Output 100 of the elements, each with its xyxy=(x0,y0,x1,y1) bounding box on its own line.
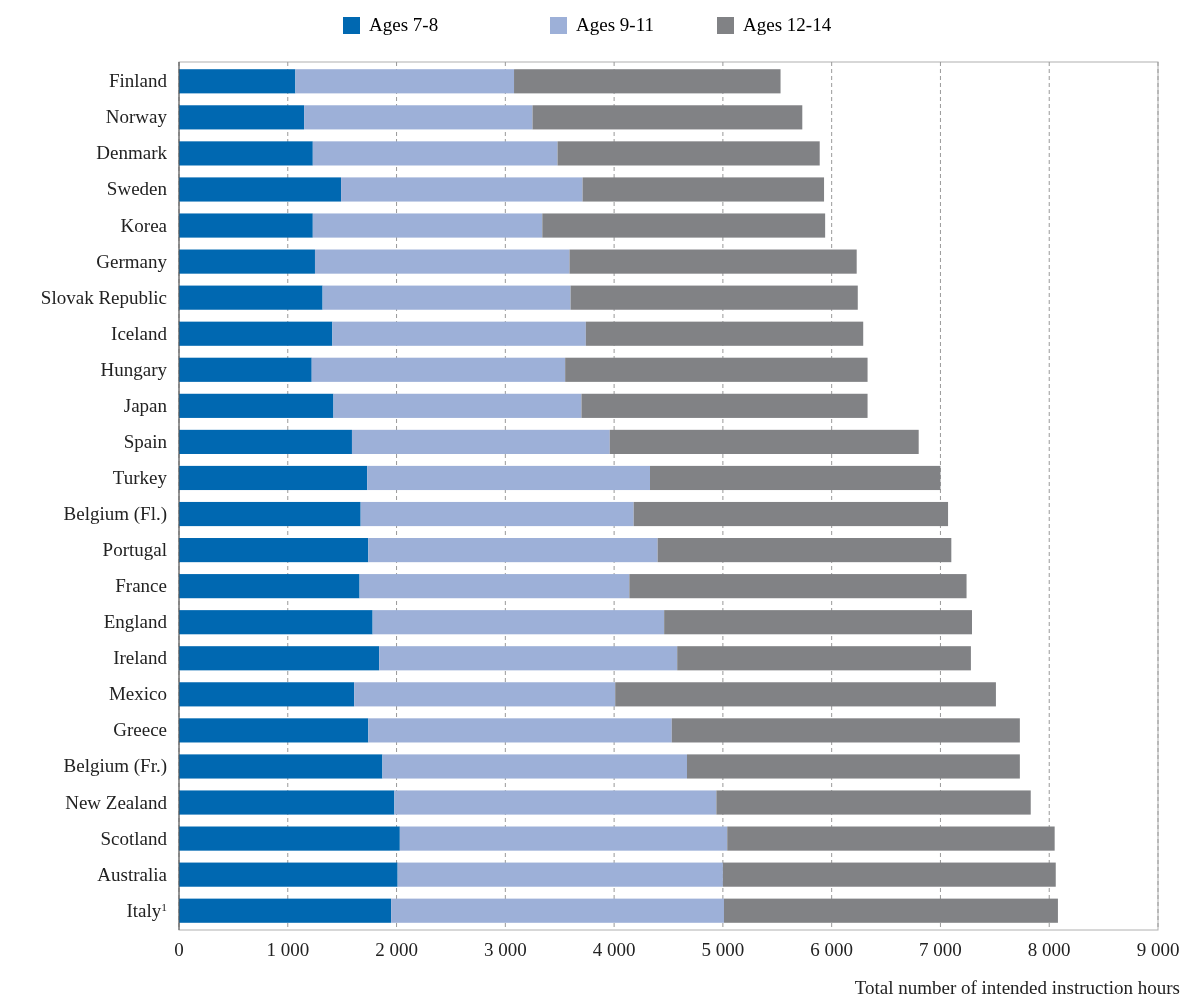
bar xyxy=(179,249,315,274)
bar xyxy=(615,682,996,707)
bar xyxy=(664,610,972,635)
bar xyxy=(359,574,630,599)
x-tick-label: 4 000 xyxy=(592,939,636,960)
y-tick-label: Belgium (Fr.) xyxy=(63,755,167,778)
y-tick-label: France xyxy=(115,575,167,597)
bar xyxy=(532,105,803,130)
bar xyxy=(179,862,398,887)
y-tick-label: England xyxy=(103,611,168,633)
y-tick-label: New Zealand xyxy=(65,791,168,813)
y-tick-label: Germany xyxy=(96,250,168,272)
bar xyxy=(179,610,373,635)
x-tick-label: 8 000 xyxy=(1027,939,1071,960)
bar xyxy=(332,321,586,346)
y-tick-label: Iceland xyxy=(111,322,168,344)
bar xyxy=(514,69,781,94)
bar xyxy=(295,69,515,94)
y-tick-label: Mexico xyxy=(108,683,167,705)
bar xyxy=(179,213,313,238)
x-tick-label: 9 000 xyxy=(1136,939,1180,960)
bar xyxy=(312,213,543,238)
bar xyxy=(581,393,868,418)
bar xyxy=(629,574,967,599)
x-tick-label: 2 000 xyxy=(375,939,418,960)
bar xyxy=(179,141,313,166)
bar xyxy=(179,285,323,310)
bar xyxy=(179,105,305,130)
bar xyxy=(722,862,1056,887)
bar xyxy=(716,790,1031,815)
bar xyxy=(179,790,395,815)
bar xyxy=(179,357,312,382)
bar xyxy=(179,826,400,851)
bar xyxy=(379,646,678,671)
y-tick-label: Italy$^{1}$ xyxy=(126,899,168,921)
bar xyxy=(397,862,723,887)
bar xyxy=(354,682,616,707)
bar xyxy=(399,826,728,851)
bar xyxy=(179,177,342,202)
bar xyxy=(542,213,826,238)
bar xyxy=(609,429,919,454)
bar xyxy=(311,357,566,382)
bar xyxy=(650,465,941,491)
x-tick-label: 1 000 xyxy=(266,939,310,960)
bar xyxy=(391,898,724,923)
y-tick-label: Hungary xyxy=(100,358,168,380)
y-tick-label: Portugal xyxy=(102,539,167,561)
y-tick-label: Spain xyxy=(123,430,168,452)
x-tick-label: 5 000 xyxy=(701,939,745,960)
bar xyxy=(382,754,687,779)
y-tick-label: Turkey xyxy=(112,466,168,488)
y-tick-label: Korea xyxy=(120,214,168,236)
x-tick-label: 3 000 xyxy=(483,939,527,960)
y-tick-label: Greece xyxy=(113,719,167,741)
bar xyxy=(179,501,361,527)
y-tick-label: Scotland xyxy=(100,827,168,849)
legend-label: Ages 9-11 xyxy=(576,14,654,35)
bar xyxy=(333,393,582,418)
bar xyxy=(569,249,857,274)
y-tick-label: Denmark xyxy=(96,142,168,164)
bar xyxy=(179,69,296,94)
legend-label: Ages 12-14 xyxy=(743,14,832,35)
bar xyxy=(179,465,368,491)
bar xyxy=(179,538,369,563)
legend-label: Ages 7-8 xyxy=(369,14,439,35)
bar xyxy=(179,429,352,454)
x-tick-label: 6 000 xyxy=(810,939,854,960)
bar xyxy=(179,718,369,743)
bar xyxy=(312,141,558,166)
bar xyxy=(179,646,380,671)
bar xyxy=(179,754,383,779)
bar xyxy=(368,538,658,563)
y-tick-label: Australia xyxy=(97,863,168,885)
bar xyxy=(677,646,971,671)
bar xyxy=(727,826,1055,851)
bar xyxy=(671,718,1020,743)
bar xyxy=(723,898,1058,923)
bar xyxy=(582,177,825,202)
bar xyxy=(557,141,820,166)
bar xyxy=(372,610,665,635)
bar xyxy=(179,393,334,418)
y-tick-label: Japan xyxy=(123,394,168,416)
bar xyxy=(367,465,651,491)
y-tick-label: Ireland xyxy=(113,647,168,669)
bar xyxy=(633,501,949,527)
bar xyxy=(570,285,858,310)
bar xyxy=(304,105,533,130)
x-tick-label: 7 000 xyxy=(919,939,962,960)
bar xyxy=(179,682,355,707)
bar xyxy=(179,574,360,599)
bar xyxy=(686,754,1020,779)
bar xyxy=(179,898,392,923)
bar xyxy=(394,790,717,815)
bar xyxy=(368,718,672,743)
bar xyxy=(585,321,864,346)
bar xyxy=(351,429,610,454)
bar xyxy=(360,501,634,527)
bar xyxy=(179,321,333,346)
y-tick-label: Sweden xyxy=(106,178,168,200)
bar xyxy=(657,538,952,563)
